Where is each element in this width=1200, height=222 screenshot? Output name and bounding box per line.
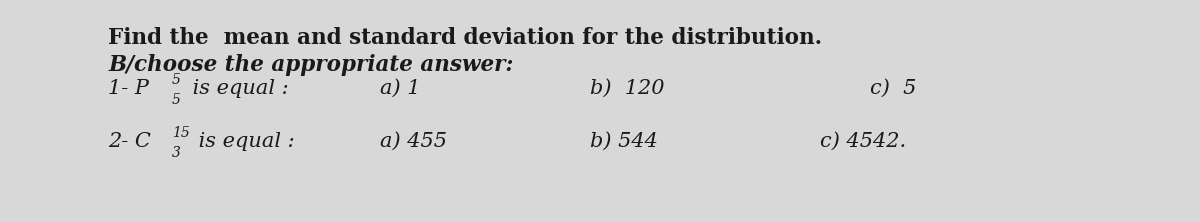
Text: 3: 3 <box>172 146 181 160</box>
Text: Find the  mean and standard deviation for the distribution.: Find the mean and standard deviation for… <box>108 27 822 49</box>
Text: 15: 15 <box>172 126 190 140</box>
Text: is equal :: is equal : <box>186 79 289 98</box>
Text: 5: 5 <box>172 93 181 107</box>
Text: 1- P: 1- P <box>108 79 149 98</box>
Text: b)  120: b) 120 <box>590 79 665 98</box>
Text: b) 544: b) 544 <box>590 132 658 151</box>
Text: 5: 5 <box>172 73 181 87</box>
Text: c) 4542.: c) 4542. <box>820 132 906 151</box>
Text: a) 455: a) 455 <box>380 132 446 151</box>
Text: 2- C: 2- C <box>108 132 151 151</box>
Text: a) 1: a) 1 <box>380 79 420 98</box>
Text: is equal :: is equal : <box>192 132 295 151</box>
Text: c)  5: c) 5 <box>870 79 917 98</box>
Text: B/choose the appropriate answer:: B/choose the appropriate answer: <box>108 54 514 76</box>
